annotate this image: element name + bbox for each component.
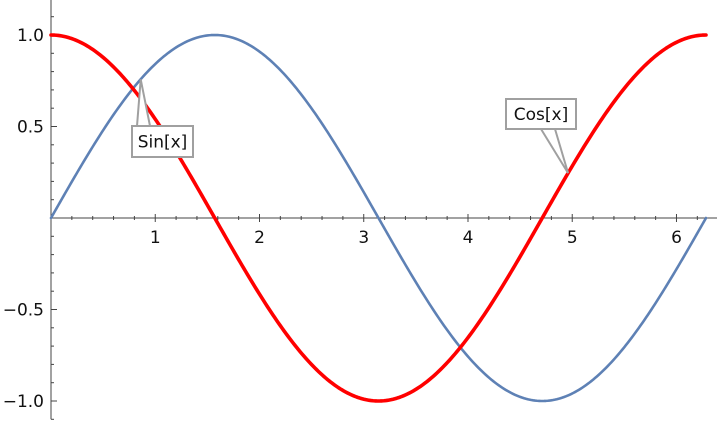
x-tick-label: 2 [254,228,265,248]
callout-label: Sin[x] [138,133,188,153]
callout-box [131,125,194,158]
x-tick-label: 5 [567,228,578,248]
x-tick-label: 3 [358,228,369,248]
x-tick-label: 4 [463,228,474,248]
callouts: Sin[x] Cos[x] [131,79,577,174]
callout-label: Cos[x] [514,105,568,125]
axes: 1 2 3 4 5 6 −1.0 −0.5 0.5 1.0 [3,0,717,420]
y-tick-label: 0.5 [17,118,44,138]
callout-box [505,98,577,130]
x-tick-label: 1 [150,228,161,248]
y-tick-label: −1.0 [3,392,44,412]
callout-pointer [540,128,570,174]
callout-pointer [136,79,151,127]
y-tick-label: 1.0 [17,26,44,46]
series-line-sin [49,33,708,403]
callout-cos: Cos[x] [505,98,577,174]
y-tick-label: −0.5 [3,301,44,321]
x-tick-label: 6 [671,228,682,248]
callout-sin: Sin[x] [131,79,194,158]
